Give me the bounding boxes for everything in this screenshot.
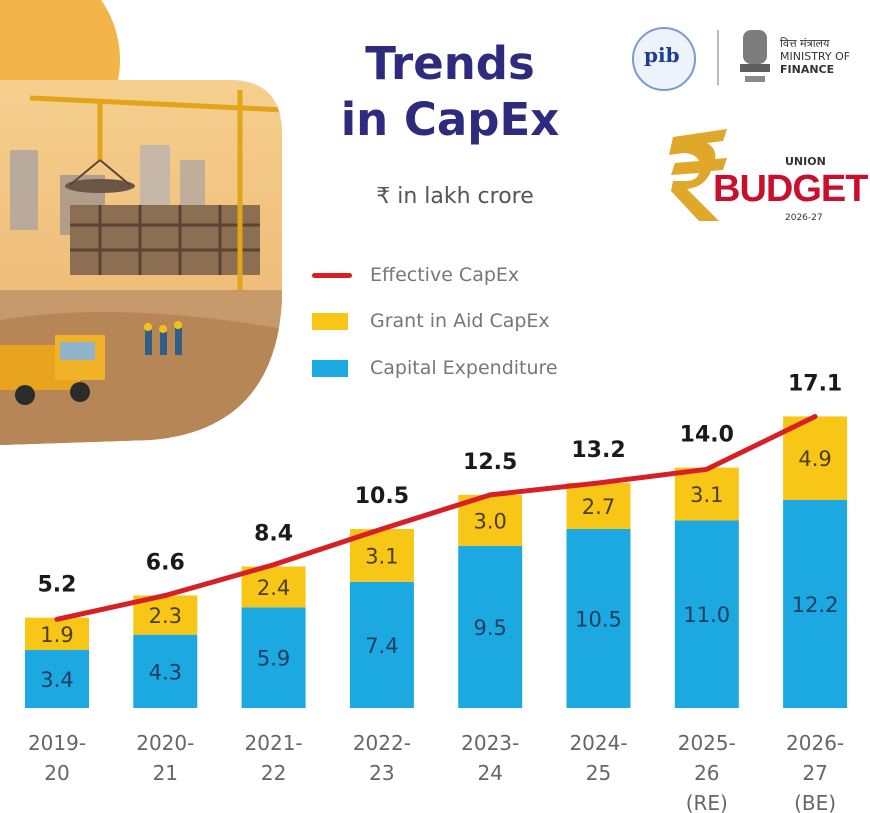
data-label-effective: 5.2: [38, 573, 77, 598]
x-tick-label: 2021-: [245, 731, 303, 755]
data-label-grant: 4.9: [798, 447, 831, 471]
data-label-capital: 11.0: [683, 603, 730, 627]
data-label-grant: 3.0: [473, 509, 506, 533]
union-budget-logo: UNION BUDGET 2026-27: [665, 125, 868, 225]
data-label-capital: 3.4: [40, 668, 73, 692]
data-label-grant: 1.9: [40, 623, 73, 647]
data-label-grant: 2.4: [257, 576, 290, 600]
legend-label: Grant in Aid CapEx: [370, 310, 550, 332]
title-line-2: in CapEx: [340, 93, 560, 146]
x-tick-label: 2026-: [786, 731, 844, 755]
legend-item-grant-capex: Grant in Aid CapEx: [312, 306, 550, 336]
x-tick-label: 21: [153, 761, 178, 785]
bar-capital-expenditure: [458, 546, 523, 708]
legend-label: Capital Expenditure: [370, 357, 558, 379]
x-tick-label: 2023-: [461, 731, 519, 755]
data-label-capital: 12.2: [792, 593, 839, 617]
data-label-effective: 10.5: [355, 484, 409, 509]
data-label-effective: 6.6: [146, 550, 185, 575]
bar-grant-in-aid: [674, 467, 739, 521]
page-title: Trends in CapEx: [300, 36, 600, 148]
legend-item-capital-expenditure: Capital Expenditure: [312, 353, 558, 383]
legend-swatch-capital: [312, 359, 348, 377]
bar-grant-in-aid: [783, 416, 848, 500]
bar-capital-expenditure: [674, 520, 739, 708]
logo-divider: [717, 30, 719, 85]
legend-swatch-grant: [312, 312, 348, 330]
x-tick-label: 22: [261, 761, 286, 785]
budget-union-label: UNION: [785, 155, 826, 168]
data-label-grant: 2.3: [149, 604, 182, 628]
title-line-1: Trends: [365, 37, 535, 90]
ministry-line-2: MINISTRY OF: [780, 50, 851, 63]
bar-grant-in-aid: [25, 617, 89, 651]
data-label-capital: 7.4: [365, 634, 398, 658]
data-label-effective: 13.2: [571, 438, 625, 463]
bar-capital-expenditure: [349, 581, 414, 708]
x-tick-label: 24: [477, 761, 502, 785]
x-tick-label: 23: [369, 761, 394, 785]
data-label-grant: 2.7: [582, 495, 615, 519]
unit-label: ₹ in lakh crore: [376, 184, 534, 209]
ministry-of-finance-logo: वित्त मंत्रालय MINISTRY OF FINANCE: [780, 37, 850, 76]
x-tick-label: 2019-: [28, 731, 86, 755]
x-tick-label: (RE): [686, 791, 728, 813]
data-label-capital: 4.3: [149, 660, 182, 684]
pib-logo-text: pib: [644, 43, 680, 67]
x-tick-label: 2020-: [136, 731, 194, 755]
x-tick-label: 2024-: [569, 731, 627, 755]
bar-capital-expenditure: [133, 634, 198, 708]
legend-swatch-effective: [312, 272, 352, 278]
bar-capital-expenditure: [25, 650, 89, 708]
legend-label: Effective CapEx: [370, 264, 520, 286]
x-tick-label: 25: [586, 761, 611, 785]
x-tick-label: 26: [694, 761, 719, 785]
data-label-effective: 17.1: [788, 371, 842, 396]
budget-word: BUDGET: [713, 168, 868, 210]
data-label-effective: 14.0: [680, 423, 734, 448]
effective-capex-line: [54, 413, 818, 622]
x-tick-label: (BE): [794, 791, 836, 813]
data-label-effective: 12.5: [463, 450, 517, 475]
x-tick-label: 2022-: [353, 731, 411, 755]
legend-item-effective-capex: Effective CapEx: [312, 260, 519, 290]
ministry-hindi: वित्त मंत्रालय: [780, 37, 830, 50]
bar-capital-expenditure: [241, 607, 306, 708]
x-tick-label: 2025-: [678, 731, 736, 755]
data-label-capital: 9.5: [473, 616, 506, 640]
x-tick-label: 27: [802, 761, 827, 785]
data-label-capital: 10.5: [575, 607, 622, 631]
ministry-line-3: FINANCE: [780, 63, 835, 76]
construction-site-icon: [0, 0, 282, 445]
bar-capital-expenditure: [783, 499, 848, 708]
national-emblem-icon: [740, 30, 770, 82]
x-tick-label: 20: [44, 761, 69, 785]
pib-logo: pib: [632, 27, 696, 91]
data-label-grant: 3.1: [365, 544, 398, 568]
bar-grant-in-aid: [566, 482, 631, 529]
budget-year: 2026-27: [785, 213, 823, 223]
data-label-grant: 3.1: [690, 483, 723, 507]
rupee-symbol-icon: [669, 129, 727, 221]
data-label-effective: 8.4: [254, 521, 293, 546]
data-label-capital: 5.9: [257, 647, 290, 671]
bar-capital-expenditure: [566, 528, 631, 708]
